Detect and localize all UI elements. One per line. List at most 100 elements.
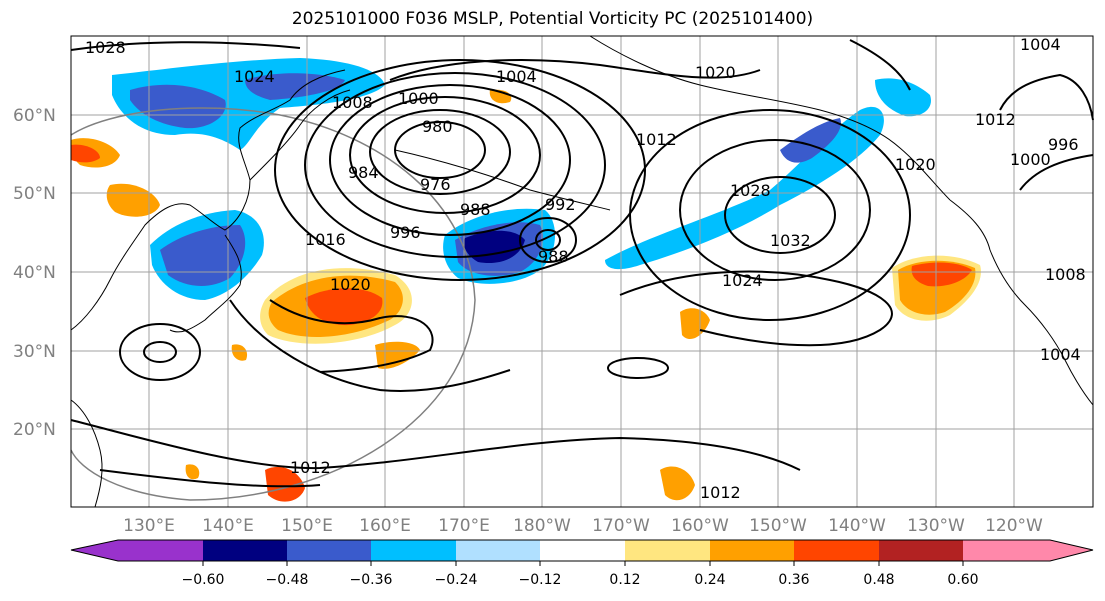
isobar-label-980: 980 — [422, 117, 453, 136]
colorbar-segment-1 — [203, 540, 287, 561]
pv-patch-small-2 — [185, 464, 200, 480]
pv-patch-japan-core — [160, 225, 246, 286]
coast-na-west — [949, 199, 1094, 406]
isobar-label-1004-ne: 1004 — [1020, 35, 1061, 54]
lon-label-140w: 140°W — [828, 516, 886, 536]
colorbar-segment-9 — [879, 540, 963, 561]
isobar-high-inner — [724, 176, 836, 254]
isobar-secondary-low-2 — [519, 217, 577, 263]
isobar-label-1020-north: 1020 — [695, 63, 736, 82]
lon-label-130e: 130°E — [123, 516, 175, 536]
colorbar-tick-label-3: −0.24 — [435, 572, 478, 588]
colorbar-tick-label-4: −0.12 — [519, 572, 562, 588]
isobar-north-2 — [70, 41, 301, 51]
isobar-label-1000-ne: 1000 — [1010, 150, 1051, 169]
isobar-label-1004-e: 1004 — [1040, 345, 1081, 364]
lon-label-130w: 130°W — [907, 516, 965, 536]
colorbar-tick-label-7: 0.36 — [778, 572, 809, 588]
colorbar-tick-label-8: 0.48 — [863, 572, 894, 588]
isobar-label-992: 992 — [545, 195, 576, 214]
isobar-high-2 — [679, 139, 871, 281]
isobar-low-2 — [369, 109, 511, 195]
pv-patch-south-west — [265, 466, 305, 502]
pv-patch-subtropical — [660, 466, 695, 501]
isobar-label-1008-e: 1008 — [1045, 265, 1086, 284]
lon-label-150w: 150°W — [749, 516, 807, 536]
isobar-label-1004: 1004 — [496, 67, 537, 86]
map-title: 2025101000 F036 MSLP, Potential Vorticit… — [291, 9, 814, 29]
map-frame — [70, 35, 1094, 508]
isobar-label-1012-sw: 1012 — [290, 458, 331, 477]
isobar-low-japan — [119, 323, 201, 381]
isobar-label-1024-south: 1024 — [722, 271, 763, 290]
isobar-north-1 — [389, 59, 761, 81]
lon-label-160w: 160°W — [671, 516, 729, 536]
isobar-1016-west — [229, 299, 511, 392]
isobar-label-996-ne: 996 — [1048, 135, 1079, 154]
coast-china-south — [70, 399, 103, 508]
isobar-east-2 — [1019, 154, 1094, 191]
isobar-1020-west — [269, 299, 434, 373]
coastlines — [70, 35, 1094, 508]
colorbar-tick-label-9: 0.60 — [947, 572, 978, 588]
pv-patch-china-core — [71, 144, 100, 163]
isobar-1024-south — [619, 270, 893, 347]
pv-patch-west-pacific-core — [305, 288, 383, 326]
colorbar-tick-label-2: −0.36 — [350, 572, 393, 588]
latitude-labels: 60°N 50°N 40°N 30°N 20°N — [13, 106, 56, 440]
lon-label-140e: 140°E — [202, 516, 254, 536]
colorbar-tick-marks — [202, 561, 964, 566]
isobar-label-1028-high: 1028 — [730, 181, 771, 200]
lat-label-60n: 60°N — [13, 106, 56, 126]
pv-patch-small-4 — [231, 344, 248, 361]
coast-kamchatka — [249, 89, 351, 181]
pv-patch-okhotsk-core — [245, 73, 345, 100]
isobar-label-988: 988 — [460, 200, 491, 219]
colorbar-tick-label-5: 0.12 — [609, 572, 640, 588]
isobar-low-inner — [394, 121, 486, 179]
longitude-labels: 130°E 140°E 150°E 160°E 170°E 180°W 170°… — [123, 516, 1043, 536]
isobar-label-1012-se: 1012 — [700, 483, 741, 502]
pv-patch-manchuria — [106, 183, 160, 217]
isobar-labels: 1028 1024 1008 1000 980 984 976 988 996 … — [85, 35, 1086, 502]
lon-label-170w: 170°W — [592, 516, 650, 536]
colorbar-tick-label-1: −0.48 — [266, 572, 309, 588]
lon-label-170e: 170°E — [438, 516, 490, 536]
isobar-label-1028-nw: 1028 — [85, 38, 126, 57]
isobars — [70, 39, 1094, 488]
isobar-1012-south — [70, 419, 801, 471]
isobar-low-japan-inner — [143, 341, 177, 363]
lon-label-160e: 160°E — [359, 516, 411, 536]
isobar-label-1012-central: 1012 — [636, 130, 677, 149]
isobar-label-1020-east: 1020 — [895, 155, 936, 174]
pv-patch-kamchatka-core — [130, 84, 226, 129]
isobar-low-3 — [349, 96, 541, 214]
isobar-low-6 — [274, 59, 646, 281]
isobar-label-1024-nw: 1024 — [234, 67, 275, 86]
lon-label-150e: 150°E — [281, 516, 333, 536]
colorbar: −0.60 −0.48 −0.36 −0.24 −0.12 0.12 0.24 … — [70, 539, 1094, 588]
isobar-label-984: 984 — [348, 163, 379, 182]
lat-label-20n: 20°N — [13, 420, 56, 440]
isobar-label-1016: 1016 — [305, 230, 346, 249]
isobar-label-1020-west: 1020 — [330, 275, 371, 294]
colorbar-segment-3 — [371, 540, 456, 561]
isobar-east-1 — [999, 73, 1094, 121]
reference-circle — [70, 107, 476, 501]
isobar-label-988-secondary: 988 — [538, 247, 569, 266]
coast-aleutians — [394, 149, 611, 211]
colorbar-segment-2 — [287, 540, 371, 561]
isobar-1012-southwest — [99, 469, 321, 488]
lat-label-30n: 30°N — [13, 342, 56, 362]
isobar-label-996: 996 — [390, 223, 421, 242]
colorbar-segment-5 — [540, 540, 625, 561]
lon-label-180w: 180°W — [513, 516, 571, 536]
pv-patch-alaska — [875, 78, 931, 117]
colorbar-segment-8 — [794, 540, 879, 561]
colorbar-segment-10 — [963, 540, 1093, 561]
isobar-hawaii-small — [607, 357, 669, 379]
colorbar-segment-4 — [456, 540, 540, 561]
pv-negative-anomalies — [112, 58, 931, 300]
isobar-label-1032: 1032 — [770, 231, 811, 250]
